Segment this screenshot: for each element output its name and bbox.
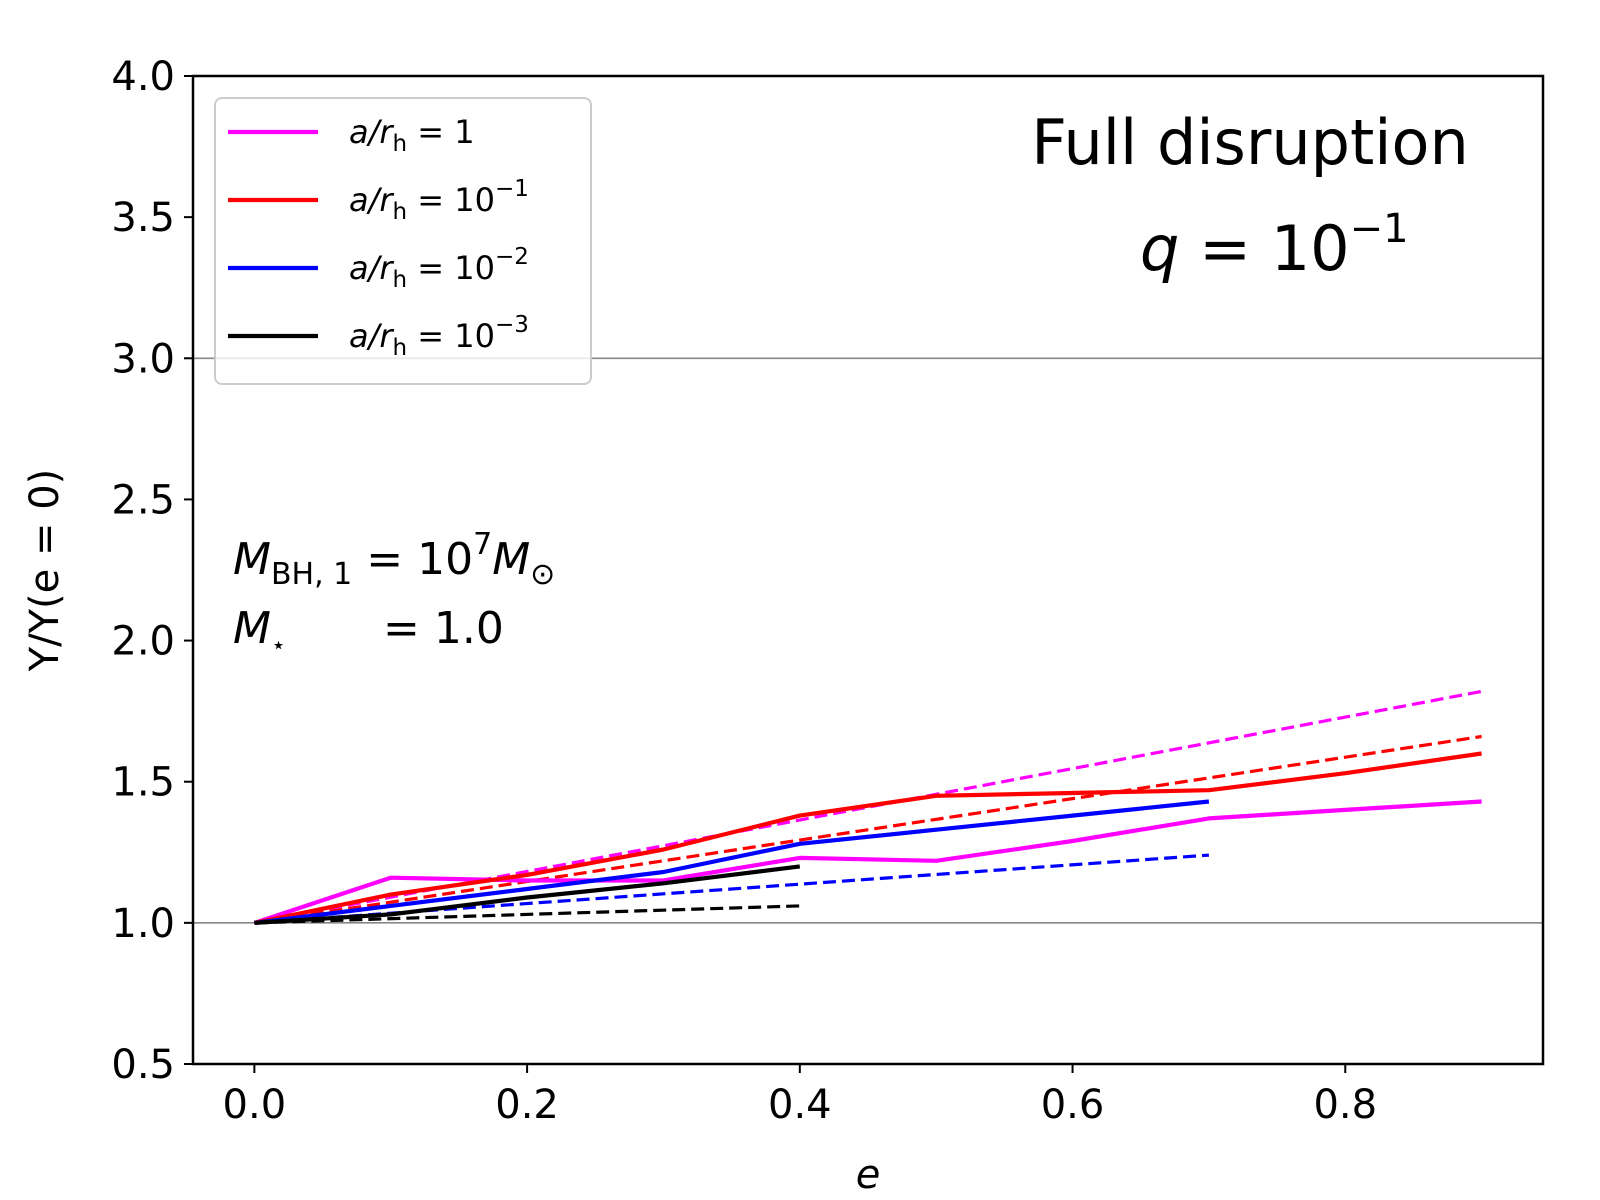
y-tick-label: 2.5 [111,477,175,523]
x-tick-label: 0.8 [1313,1082,1377,1128]
legend: a/rh = 1 a/rh = 10−1 a/rh = 10−2 a/rh = 10−… [214,97,592,385]
y-tick-label: 1.0 [111,901,175,947]
mbh-equals: = 10 [352,534,473,585]
mstar-subscript: ⋆ [271,631,286,659]
series-line-a-r-h-10-3 [254,864,801,925]
x-axis-title: e [856,1152,881,1198]
q-symbol: q [1140,212,1179,285]
y-tick-label: 3.0 [111,336,175,382]
bh-mass-annotation: MBH, 1 = 107M⊙ [233,527,555,592]
mbh-subscript: BH, 1 [271,557,352,592]
plot-frame [191,74,1545,1066]
mbh-symbol: M [233,534,271,585]
x-tick-label: 0.6 [1041,1082,1105,1128]
y-tick-label: 0.5 [111,1042,175,1088]
x-tick-label: 0.2 [495,1082,559,1128]
mstar-equals: = 1.0 [383,603,504,654]
series-line-a-r-h-10-1-fit [254,734,1482,925]
series-line-a-r-h-10-2 [254,799,1210,925]
series-line-a-r-h-1 [253,799,1482,925]
mstar-symbol: M [233,603,271,654]
series-line-a-r-h-10-1 [253,751,1482,925]
x-tick-label: 0.0 [223,1082,287,1128]
q-equals: = 10 [1179,212,1349,285]
star-mass-annotation: M⋆ = 1.0 [233,603,504,659]
legend-label-a-r-h-10-2: a/rh = 10−2 [349,244,529,293]
regime-annotation: Full disruption [1031,106,1469,179]
mbh-unit-subscript: ⊙ [530,557,555,592]
y-tick-label: 2.0 [111,619,175,665]
legend-label-a-r-h-10-3: a/rh = 10−3 [349,312,529,361]
y-axis-title: Y/Y(e = 0) [22,469,68,673]
legend-label-a-r-h-1: a/rh = 1 [349,113,475,157]
y-tick-label: 1.5 [111,760,175,806]
mbh-exponent: 7 [473,527,492,562]
x-tick-label: 0.4 [768,1082,832,1128]
series-layer [253,689,1482,925]
mbh-unit: M [492,534,530,585]
y-tick-label: 4.0 [111,54,175,100]
mass-ratio-annotation: q = 10−1 [1140,206,1409,285]
y-tick-label: 3.5 [111,195,175,241]
legend-label-a-r-h-10-1: a/rh = 10−1 [349,176,529,225]
y-axis-ticks: 0.5 1.0 1.5 2.0 2.5 3.0 3.5 4.0 [111,54,193,1088]
x-axis-ticks: 0.0 0.2 0.4 0.6 0.8 [223,1064,1377,1128]
series-line-a-r-h-10-3-fit [254,904,800,925]
legend-box [214,97,592,385]
q-exponent: −1 [1350,206,1409,252]
